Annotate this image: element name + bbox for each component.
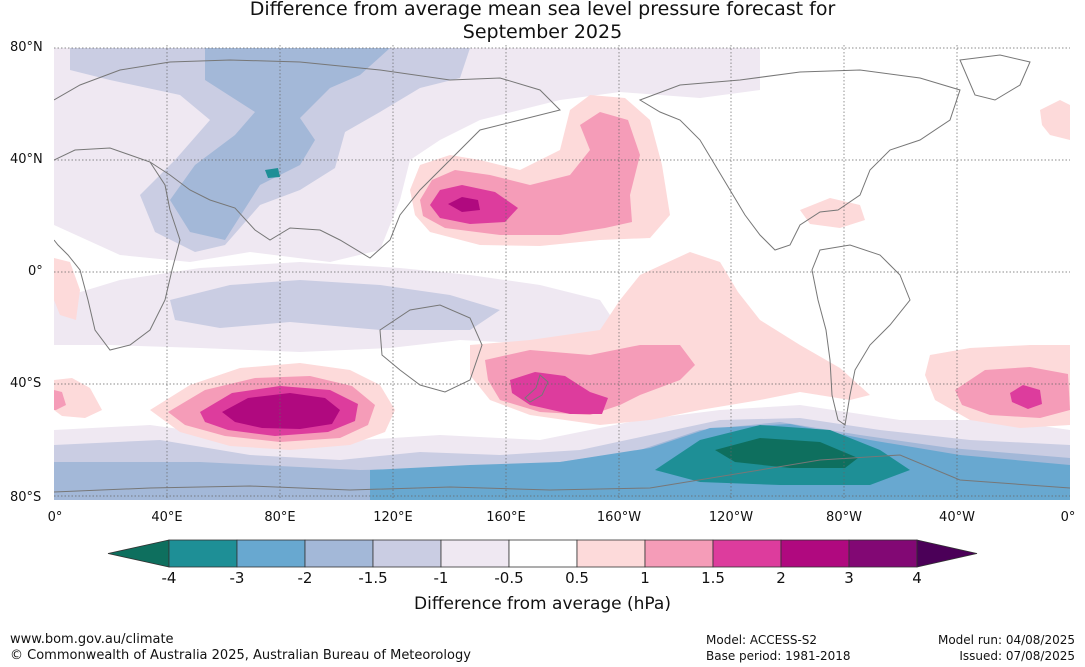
coastline-antarctica xyxy=(54,454,1070,493)
colorbar-swatch xyxy=(372,539,442,568)
colorbar-tick-label: 0.5 xyxy=(565,569,589,587)
lon-label-160w: 160°W xyxy=(596,510,642,525)
chart-title-line1: Difference from average mean sea level p… xyxy=(249,0,836,20)
anomaly-region-south-pacific-pos15 xyxy=(510,372,608,414)
lon-label-120w: 120°W xyxy=(708,510,754,525)
coastline-south-america xyxy=(811,244,911,426)
lon-label-40e: 40°E xyxy=(151,510,183,525)
colorbar-tick-label: 3 xyxy=(844,569,854,587)
lon-label-0-right: 0° xyxy=(1060,510,1076,525)
lon-label-80w: 80°W xyxy=(826,510,862,525)
lat-label-40n: 40°N xyxy=(10,152,43,167)
colorbar-tick-label: -1 xyxy=(433,569,449,587)
colorbar-tick-label: -1.5 xyxy=(358,569,388,587)
anomaly-region-north-pacific-pos2 xyxy=(448,197,480,212)
coastline-australia xyxy=(379,304,483,393)
anomaly-region-sw-africa-pos1 xyxy=(54,390,66,410)
lon-label-40w: 40°W xyxy=(939,510,975,525)
colorbar-tick-label: 1 xyxy=(640,569,650,587)
footer-model: Model: ACCESS-S2 xyxy=(706,633,818,647)
anomaly-region-north-atlantic-pos05 xyxy=(1040,100,1070,140)
lat-label-equator: 0° xyxy=(28,264,43,279)
colorbar-swatch xyxy=(508,539,578,568)
colorbar-tick-label: 2 xyxy=(776,569,786,587)
colorbar-arrow-high xyxy=(916,539,978,568)
anomaly-region-indian-ocean-neg1 xyxy=(170,280,500,330)
anomaly-region-caribbean-pos05 xyxy=(800,198,865,228)
footer-url: www.bom.gov.au/climate xyxy=(10,632,174,647)
colorbar-swatch xyxy=(644,539,714,568)
colorbar-tick-label: -2 xyxy=(297,569,313,587)
lat-label-40s: 40°S xyxy=(10,376,42,391)
colorbar-swatch xyxy=(576,539,646,568)
lon-label-80e: 80°E xyxy=(264,510,296,525)
colorbar xyxy=(107,539,978,568)
colorbar-arrow-low xyxy=(107,539,170,568)
footer-issued: Issued: 07/08/2025 xyxy=(959,649,1075,663)
anomaly-region-himalaya-neg3 xyxy=(265,168,280,178)
footer-model-run: Model run: 04/08/2025 xyxy=(937,633,1075,647)
colorbar-swatch xyxy=(236,539,306,568)
anomaly-region-south-indian-pos2 xyxy=(222,393,340,429)
lat-label-80s: 80°S xyxy=(10,490,42,505)
coastline-new-zealand xyxy=(524,374,549,403)
colorbar-swatch xyxy=(168,539,238,568)
lon-label-160e: 160°E xyxy=(486,510,526,525)
graticule xyxy=(54,45,1070,500)
colorbar-tick-label: -0.5 xyxy=(494,569,524,587)
coastline-africa xyxy=(54,147,181,351)
colorbar-tick-label: 1.5 xyxy=(701,569,725,587)
coastline-greenland xyxy=(959,54,1031,101)
lon-label-120e: 120°E xyxy=(373,510,413,525)
colorbar-tick-label: 4 xyxy=(912,569,922,587)
colorbar-caption: Difference from average (hPa) xyxy=(414,594,671,614)
coastlines xyxy=(54,54,1070,493)
coastline-north-america xyxy=(638,69,961,251)
footer-base-period: Base period: 1981-2018 xyxy=(706,649,851,663)
colorbar-swatch xyxy=(848,539,918,568)
colorbar-tick-label: -4 xyxy=(161,569,177,587)
coastline-eurasia xyxy=(54,59,561,259)
footer-copyright: © Commonwealth of Australia 2025, Austra… xyxy=(10,648,471,663)
anomaly-region-amundsen-neg4 xyxy=(715,438,858,468)
lon-label-0-left: 0° xyxy=(47,510,63,525)
colorbar-swatch xyxy=(780,539,850,568)
colorbar-swatch xyxy=(304,539,374,568)
chart-title-line2: September 2025 xyxy=(462,21,623,43)
anomaly-region-south-atlantic-pos15 xyxy=(1010,385,1042,409)
anomaly-region-sw-africa-pos05 xyxy=(54,378,102,418)
colorbar-tick-label: -3 xyxy=(229,569,245,587)
colorbar-swatch xyxy=(712,539,782,568)
lat-label-80n: 80°N xyxy=(10,40,43,55)
colorbar-swatch xyxy=(440,539,510,568)
anomaly-region-w-africa-pos05 xyxy=(54,258,80,320)
